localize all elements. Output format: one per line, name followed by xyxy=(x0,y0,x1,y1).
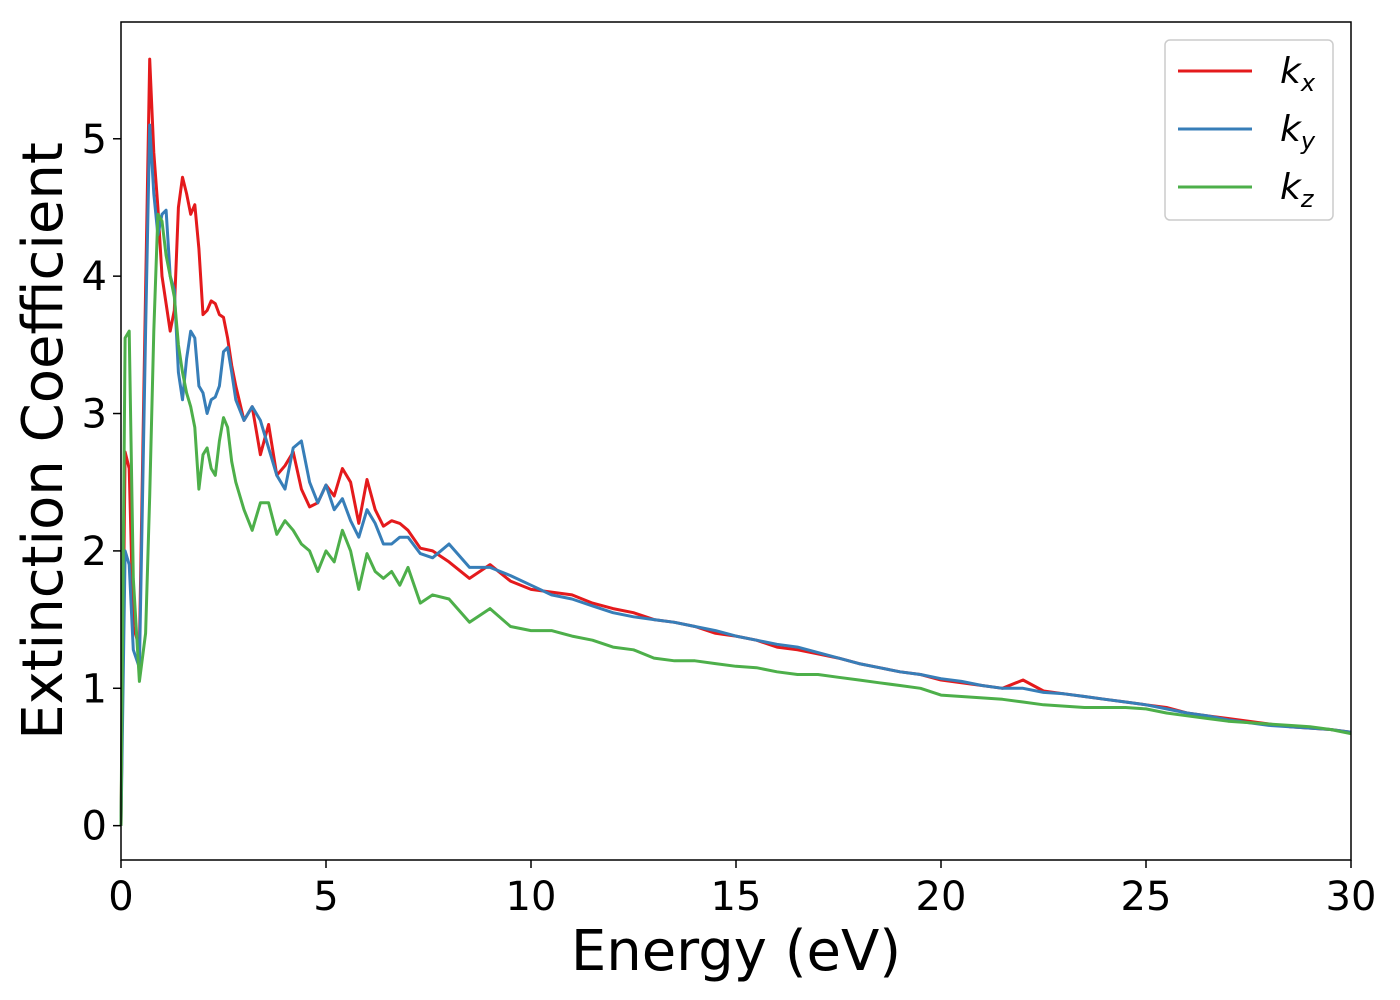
y-tick-label: 1 xyxy=(82,666,107,712)
series-line-kx xyxy=(119,57,1352,826)
x-tick-label: 5 xyxy=(313,874,338,920)
series-line-ky xyxy=(119,123,1352,826)
y-tick-label: 2 xyxy=(82,529,107,575)
x-axis-ticks: 0 5 10 15 20 25 30 xyxy=(108,860,1376,920)
x-axis-label: Energy (eV) xyxy=(571,919,901,984)
series-layer xyxy=(119,57,1352,826)
x-tick-label: 10 xyxy=(506,874,557,920)
x-tick-label: 15 xyxy=(711,874,762,920)
series-line-kz xyxy=(119,212,1352,826)
legend-label-ky: ky xyxy=(1280,109,1316,155)
y-tick-label: 0 xyxy=(82,804,107,850)
x-tick-label: 25 xyxy=(1121,874,1172,920)
y-tick-label: 4 xyxy=(82,254,107,300)
legend-label-kx: kx xyxy=(1280,51,1316,97)
y-tick-label: 5 xyxy=(82,117,107,163)
y-axis-label: Extinction Coefficient xyxy=(11,142,76,740)
x-tick-label: 30 xyxy=(1326,874,1377,920)
y-tick-label: 3 xyxy=(82,392,107,438)
x-tick-label: 0 xyxy=(108,874,133,920)
legend: kx ky kz xyxy=(1164,39,1334,221)
legend-label-kz: kz xyxy=(1280,167,1315,213)
x-tick-label: 20 xyxy=(916,874,967,920)
y-axis-ticks: 0 1 2 3 4 5 xyxy=(82,117,121,850)
